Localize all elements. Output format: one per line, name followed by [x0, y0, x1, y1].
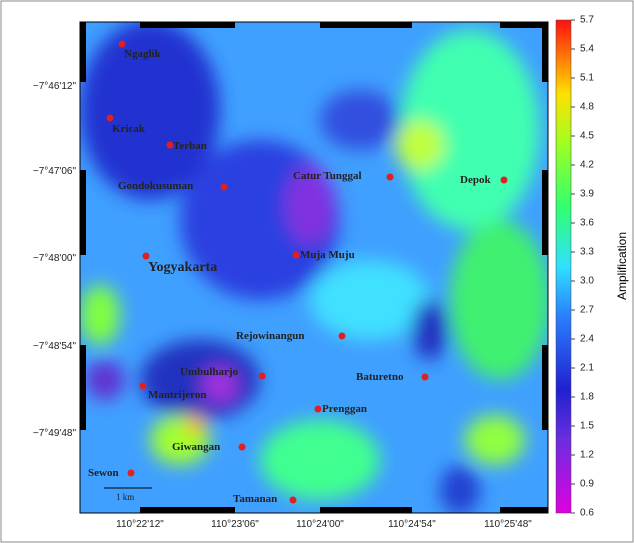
- place-dot: [386, 173, 394, 181]
- place-dot: [220, 183, 228, 191]
- colorbar-tick-label: 4.8: [580, 102, 594, 113]
- y-label: −7°46'12": [33, 81, 77, 92]
- colorbar-ticks: 0.6 0.9 1.2 1.5 1.8 2.1 2.4 2.7 3.0 3.3 3.6 3.9 4.2 4…: [571, 15, 594, 519]
- x-label: 110°24'54": [388, 519, 436, 530]
- colorbar-tick-label: 1.8: [580, 392, 594, 403]
- colorbar-tick-label: 5.1: [580, 73, 594, 84]
- place-dot: [166, 141, 174, 149]
- place-dot: [238, 443, 246, 451]
- place-dot: [118, 40, 126, 48]
- colorbar-tick-label: 5.7: [580, 15, 594, 26]
- place-dot: [314, 405, 322, 413]
- place-dot: [127, 469, 135, 477]
- colorbar: [555, 19, 572, 514]
- colorbar-tick-label: 3.6: [580, 218, 594, 229]
- colorbar-tick-label: 3.3: [580, 247, 594, 258]
- x-labels: 110°22'12" 110°23'06" 110°24'00" 110°24'…: [116, 519, 532, 530]
- place-label: Sewon: [88, 467, 119, 479]
- place-label: Terban: [173, 140, 207, 152]
- place-dot: [500, 176, 508, 184]
- x-label: 110°23'06": [211, 519, 259, 530]
- colorbar-tick-label: 5.4: [580, 44, 594, 55]
- y-label: −7°49'48": [33, 428, 77, 439]
- place-label: Catur Tunggal: [293, 170, 362, 182]
- colorbar-tick-label: 0.6: [580, 508, 594, 519]
- y-label: −7°48'00": [33, 253, 77, 264]
- place-label: Baturetno: [356, 371, 404, 383]
- place-label: Depok: [460, 174, 491, 186]
- scale-label: 1 km: [116, 492, 134, 502]
- place-label: Mantrijeron: [148, 389, 206, 401]
- map-frame: [79, 21, 549, 514]
- colorbar-tick-label: 2.7: [580, 305, 594, 316]
- place-label: Yogyakarta: [148, 260, 217, 275]
- colorbar-label: Amplification: [615, 232, 629, 300]
- place-label: Gondokusuman: [118, 180, 193, 192]
- place-dot: [421, 373, 429, 381]
- place-dot: [139, 382, 147, 390]
- colorbar-tick-label: 4.5: [580, 131, 594, 142]
- place-label: Umbulharjo: [180, 366, 239, 378]
- place-label: Muja Muju: [300, 249, 355, 261]
- place-dot: [292, 251, 300, 259]
- places: Ngaglik Kricak Terban Gondokusuman Yogya…: [88, 40, 508, 505]
- colorbar-tick-label: 0.9: [580, 479, 594, 490]
- x-label: 110°25'48": [484, 519, 532, 530]
- place-dot: [289, 496, 297, 504]
- colorbar-tick-label: 1.5: [580, 421, 594, 432]
- x-label: 110°24'00": [296, 519, 344, 530]
- place-label: Prenggan: [322, 403, 367, 415]
- place-label: Kricak: [112, 123, 146, 135]
- colorbar-tick-label: 3.0: [580, 276, 594, 287]
- place-label: Giwangan: [172, 441, 220, 453]
- place-label: Tamanan: [233, 493, 277, 505]
- frame-ticks: [80, 22, 548, 513]
- colorbar-tick-label: 1.2: [580, 450, 594, 461]
- place-dot: [338, 332, 346, 340]
- y-label: −7°48'54": [33, 341, 77, 352]
- y-labels: −7°46'12" −7°47'06" −7°48'00" −7°48'54" …: [33, 81, 77, 439]
- colorbar-tick-label: 2.4: [580, 334, 594, 345]
- x-label: 110°22'12": [116, 519, 164, 530]
- place-label: Rejowinangun: [236, 330, 304, 342]
- y-label: −7°47'06": [33, 166, 77, 177]
- place-dot: [142, 252, 150, 260]
- place-dot: [106, 114, 114, 122]
- place-dot: [258, 372, 266, 380]
- colorbar-tick-label: 2.1: [580, 363, 594, 374]
- colorbar-tick-label: 3.9: [580, 189, 594, 200]
- place-label: Ngaglik: [124, 48, 162, 60]
- colorbar-tick-label: 4.2: [580, 160, 594, 171]
